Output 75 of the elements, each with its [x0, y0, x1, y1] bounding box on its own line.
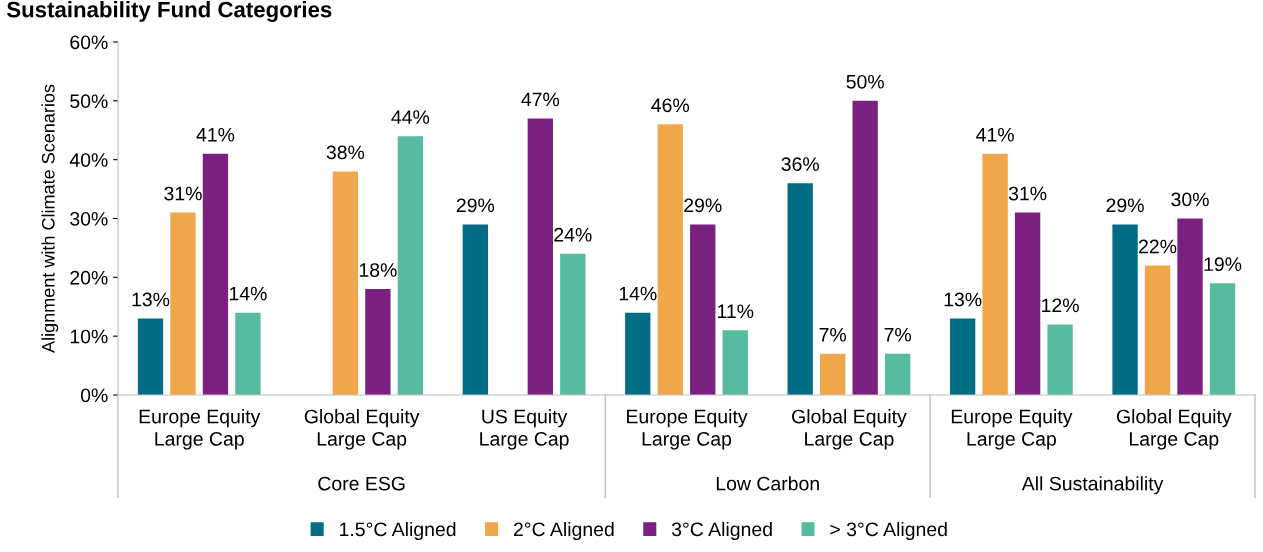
data-label: 12%: [1042, 298, 1079, 313]
bar: [690, 224, 716, 395]
data-label: 41%: [976, 127, 1014, 142]
bar: [1047, 324, 1073, 395]
bar: [852, 100, 878, 395]
bar: [1112, 224, 1138, 395]
y-tick-label: 40%: [69, 153, 108, 167]
data-label: 29%: [1106, 198, 1144, 213]
data-label: 31%: [1008, 186, 1047, 201]
bar: [527, 118, 553, 395]
x-tick-label: Europe Equity Large Cap: [951, 409, 1073, 450]
bar: [462, 224, 489, 395]
y-tick-label: 30%: [70, 211, 108, 226]
data-label: 22%: [1139, 239, 1177, 254]
bar: [722, 330, 748, 395]
bar: [1177, 218, 1203, 395]
x-tick-label: Global Equity Large Cap: [792, 409, 907, 450]
data-label: 29%: [684, 198, 722, 213]
x-tick-label: Europe Equity Large Cap: [627, 409, 748, 450]
text: Core ESG: [318, 476, 405, 491]
bar: [1209, 283, 1236, 395]
data-label: 7%: [884, 327, 912, 342]
chart-title: Sustainability Fund Categories: [6, 1, 332, 22]
bar: [397, 136, 424, 395]
data-label: 11%: [717, 304, 754, 319]
x-tick-label: US Equity Large Cap: [480, 409, 569, 450]
y-tick-label: 10%: [70, 329, 108, 344]
data-label: 13%: [132, 292, 170, 307]
data-label: 24%: [554, 227, 592, 242]
bar: [1144, 265, 1171, 395]
bar: [884, 353, 911, 395]
y-tick-label: 0%: [80, 388, 108, 403]
bar: [657, 124, 683, 395]
legend-label: > 3°C Aligned: [830, 521, 947, 541]
data-label: 46%: [651, 98, 690, 113]
data-label: 38%: [326, 145, 365, 160]
y-axis-title: Alignment with Climate Scenarios: [41, 84, 59, 353]
data-label: 13%: [944, 292, 982, 307]
data-label: 19%: [1204, 257, 1242, 272]
data-label: 30%: [1171, 192, 1209, 207]
text: All Sustainability: [1021, 476, 1164, 495]
data-label: 7%: [819, 327, 847, 342]
data-label: 41%: [196, 127, 235, 142]
bar: [949, 318, 976, 395]
data-label: 14%: [229, 286, 267, 301]
legend-label: 3°C Aligned: [671, 521, 772, 541]
text: Low Carbon: [716, 476, 819, 491]
bar: [625, 312, 651, 395]
data-label: 14%: [619, 286, 657, 301]
x-tick-label: Global Equity Large Cap: [304, 409, 420, 450]
legend-label: 1.5°C Aligned: [340, 521, 456, 541]
bar: [170, 212, 196, 395]
bar: [332, 171, 359, 395]
data-label: 44%: [391, 110, 430, 124]
bar: [1014, 212, 1041, 395]
legend-label: 2°C Aligned: [513, 521, 614, 541]
data-label: 47%: [521, 92, 560, 107]
y-tick-label: 60%: [70, 35, 108, 50]
x-tick-label: Europe Equity Large Cap: [139, 409, 261, 450]
bar: [787, 183, 813, 395]
bar: [982, 153, 1008, 395]
y-tick-label: 50%: [70, 94, 108, 109]
data-label: 50%: [846, 74, 884, 89]
bar: [202, 153, 229, 395]
bar: [820, 353, 846, 395]
data-label: 29%: [456, 198, 495, 213]
x-tick-label: Global Equity Large Cap: [1116, 409, 1232, 450]
data-label: 31%: [164, 186, 202, 201]
bar: [137, 318, 164, 395]
bar: [365, 289, 391, 395]
y-tick-label: 20%: [70, 270, 108, 285]
data-label: 18%: [359, 263, 397, 277]
data-label: 36%: [781, 157, 819, 172]
bar: [560, 253, 586, 395]
bar: [235, 312, 261, 395]
